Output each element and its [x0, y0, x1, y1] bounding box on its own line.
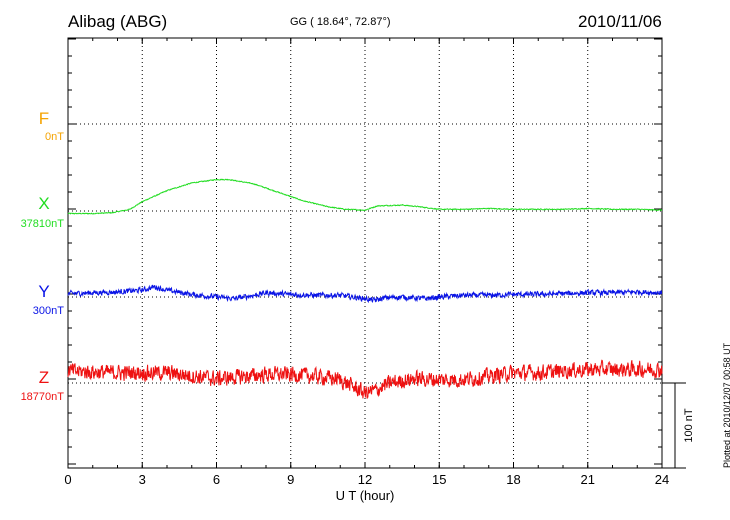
series-X	[67, 178, 662, 215]
channel-Z-letter: Z	[38, 368, 50, 387]
x-tick-label: 0	[64, 472, 71, 487]
channel-X-letter: X	[38, 194, 50, 213]
x-tick-label: 18	[506, 472, 520, 487]
series-Z	[67, 359, 663, 399]
series-line-X	[67, 178, 662, 215]
x-tick-label: 3	[139, 472, 146, 487]
x-tick-label: 6	[213, 472, 220, 487]
x-tick-label: 24	[655, 472, 669, 487]
scale-bar-label: 100 nT	[683, 408, 695, 443]
x-tick-label: 15	[432, 472, 446, 487]
x-tick-label: 12	[358, 472, 372, 487]
series-line-Z	[67, 359, 663, 399]
channel-F-baseline: 0nT	[45, 131, 64, 143]
x-axis-label: U T (hour)	[336, 488, 395, 503]
x-tick-label: 9	[287, 472, 294, 487]
series-line-Y	[67, 284, 663, 304]
date-label: 2010/11/06	[578, 12, 662, 31]
channel-X-baseline: 37810nT	[20, 218, 64, 230]
plotted-timestamp: Plotted at 2010/12/07 00:58 UT	[722, 342, 730, 468]
channel-F-letter: F	[38, 109, 50, 128]
x-tick-label: 21	[581, 472, 595, 487]
channel-Z-baseline: 18770nT	[20, 391, 64, 403]
channel-Y-letter: Y	[38, 282, 50, 301]
coordinates-label: GG ( 18.64°, 72.87°)	[290, 16, 391, 28]
channel-Y-baseline: 300nT	[32, 305, 64, 317]
series-Y	[67, 284, 663, 304]
station-title: Alibag (ABG)	[68, 12, 168, 31]
